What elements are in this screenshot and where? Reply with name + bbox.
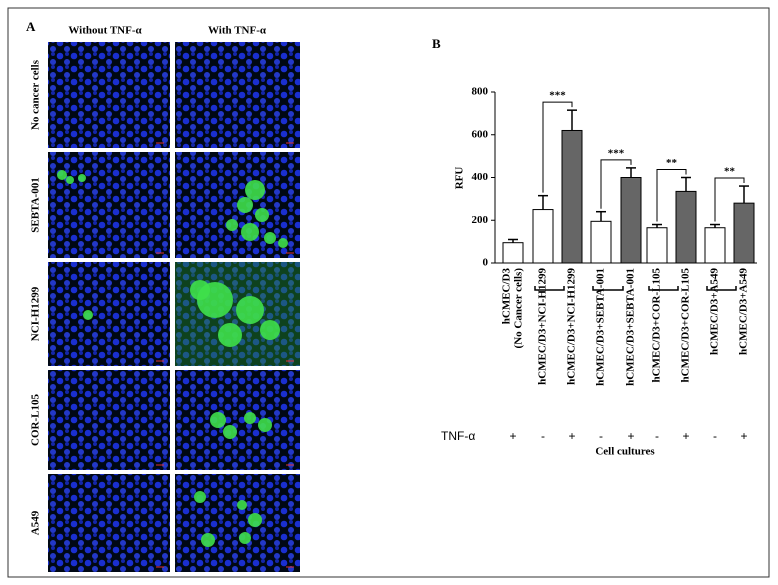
figure-border [7,7,770,578]
x-tick-label: hCMEC/D3+A549 [738,268,750,355]
row-label: COR-L105 [30,394,42,446]
micrograph [48,42,170,148]
tnf-sign: + [509,429,516,443]
stain-blob [255,208,269,222]
stain-blob [210,412,226,428]
stain-blob [248,513,262,527]
x-tick-label: hCMEC/D3+SEBTA-001 [625,268,637,386]
stain-blob [218,323,242,347]
x-tick-label: hCMEC/D3+COR-L105 [680,268,692,383]
tnf-sign: + [568,429,575,443]
stain-blob [223,425,237,439]
bar [502,242,524,264]
pair-bracket [534,286,565,291]
bar [646,227,668,264]
bar [733,202,755,264]
stain-blob [260,320,280,340]
y-tick-label: 200 [472,214,489,226]
x-tick-label: hCMEC/D3+SEBTA-001 [595,268,607,386]
x-tick-label: hCMEC/D3+A549 [709,268,721,355]
significance-bracket [600,159,632,209]
y-tick-label: 0 [483,257,489,269]
bar [561,129,583,264]
pair-bracket [706,286,737,291]
bar [620,177,642,264]
stain-blob [258,418,272,432]
row-label: No cancer cells [30,59,42,130]
column-header: Without TNF-α [68,25,142,37]
stain-blob [66,176,74,184]
stain-blob [237,197,253,213]
tnf-sign: - [541,429,545,443]
significance-label: *** [608,147,625,159]
stain-blob [226,219,238,231]
stain-blob [239,532,251,544]
significance-bracket [656,169,687,222]
y-tick-label: 600 [472,128,489,140]
micrograph [48,152,170,258]
column-header: With TNF-α [208,25,267,37]
micrograph [48,370,170,470]
y-axis-label: RFU [454,167,466,190]
micrograph [48,262,170,366]
tnf-sign: + [740,429,747,443]
stain-blob [83,310,93,320]
significance-bracket [714,177,745,222]
tnf-sign: - [713,429,717,443]
x-tick-label: (No Cancer cells) [513,268,525,349]
x-tick-label: hCMEC/D3+NCI-H1299 [566,268,578,385]
y-tick-label: 800 [472,86,489,98]
panel-label: A [26,19,36,34]
stain-blob [241,223,259,241]
row-label: A549 [30,510,42,535]
panel-label: B [432,36,441,51]
x-tick-label: hCMEC/D3+COR-L105 [651,268,663,383]
significance-label: ** [666,157,678,169]
significance-label: *** [549,90,566,102]
bar [590,220,612,264]
row-label: SEBTA-001 [30,177,42,232]
tnf-label: TNF-α [441,429,475,443]
bar [532,209,554,264]
stain-blob [57,170,67,180]
x-tick-label: hCMEC/D3+NCI-H1299 [537,268,549,385]
significance-label: ** [724,166,736,178]
stain-blob [244,412,256,424]
tnf-sign: + [682,429,689,443]
x-axis-label: Cell cultures [595,446,655,458]
micrograph [48,474,170,572]
stain-blob [236,296,264,324]
stain-blob [245,180,265,200]
stain-blob [201,533,215,547]
bar [675,190,697,264]
pair-bracket [648,286,679,291]
bar [704,227,726,264]
micrograph [175,370,300,470]
row-label: NCI-H1299 [30,286,42,341]
y-tick-label: 400 [472,171,489,183]
stain-blob [264,232,276,244]
stain-blob [237,500,247,510]
pair-bracket [592,286,624,291]
micrograph [175,474,300,572]
stain-blob [78,174,86,182]
tnf-sign: + [627,429,634,443]
stain-blob [194,491,206,503]
tnf-sign: - [599,429,603,443]
stain-blob [190,280,210,300]
tnf-sign: - [655,429,659,443]
stain-blob [278,238,288,248]
significance-bracket [542,101,573,193]
micrograph [175,42,300,148]
x-tick-label: hCMEC/D3 [501,268,513,325]
